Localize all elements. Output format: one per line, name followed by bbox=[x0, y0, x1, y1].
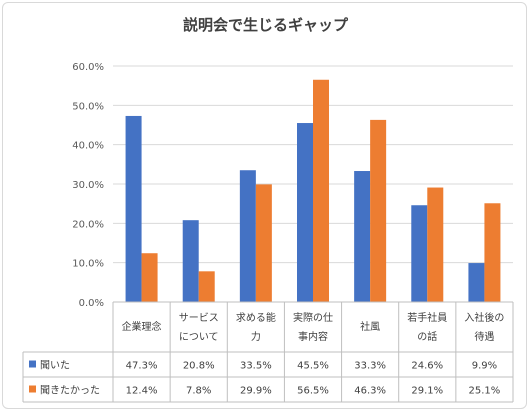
data-label: 29.9% bbox=[240, 386, 272, 397]
data-label: 9.9% bbox=[472, 361, 497, 372]
data-label: 47.3% bbox=[126, 361, 158, 372]
bar-heard bbox=[239, 170, 256, 302]
legend-label: 聞きたかった bbox=[40, 385, 100, 397]
category-label: 求める能力 bbox=[236, 311, 276, 343]
category-label-line: 入社後の bbox=[464, 311, 504, 324]
y-tick-label: 0.0% bbox=[79, 298, 104, 309]
bar-wanted bbox=[255, 184, 272, 302]
data-label: 24.6% bbox=[411, 361, 443, 372]
data-label: 45.5% bbox=[297, 361, 329, 372]
bar-heard bbox=[182, 220, 199, 302]
data-table: 企業理念サービスについて求める能力実際の仕事内容社風若手社員の話入社後の待遇聞い… bbox=[22, 301, 514, 403]
category-label: 若手社員の話 bbox=[407, 311, 447, 343]
category-label-line: 力 bbox=[251, 330, 261, 343]
bar-wanted bbox=[141, 253, 158, 302]
category-label: サービスについて bbox=[179, 312, 219, 343]
category-label-line: 求める能 bbox=[236, 311, 276, 324]
bar-wanted bbox=[484, 203, 501, 302]
category-label-line: 事内容 bbox=[298, 330, 328, 343]
data-label: 56.5% bbox=[297, 386, 329, 397]
y-tick-label: 30.0% bbox=[72, 180, 104, 191]
data-label: 33.5% bbox=[240, 361, 272, 372]
category-label-line: サービス bbox=[179, 312, 219, 324]
y-tick-label: 10.0% bbox=[72, 259, 104, 270]
bars bbox=[125, 79, 501, 303]
y-tick-label: 40.0% bbox=[72, 141, 104, 152]
y-tick-label: 50.0% bbox=[72, 101, 104, 112]
y-tick-label: 60.0% bbox=[72, 62, 104, 73]
bar-wanted bbox=[427, 187, 444, 302]
category-label-line: 若手社員 bbox=[407, 311, 447, 324]
bar-wanted bbox=[370, 119, 387, 303]
category-label-line: 実際の仕 bbox=[293, 311, 333, 324]
y-tick-label: 20.0% bbox=[72, 219, 104, 230]
data-label: 12.4% bbox=[126, 386, 158, 397]
legend-label: 聞いた bbox=[40, 360, 70, 372]
data-label: 46.3% bbox=[354, 386, 386, 397]
category-label-line: 待遇 bbox=[474, 330, 494, 343]
data-label: 20.8% bbox=[183, 361, 215, 372]
category-label-line: について bbox=[179, 331, 219, 343]
bar-heard bbox=[354, 171, 371, 302]
legend-key-heard bbox=[29, 360, 36, 368]
legend-key-wanted bbox=[29, 385, 36, 393]
data-label: 25.1% bbox=[469, 386, 501, 397]
bar-wanted bbox=[198, 271, 215, 302]
category-label: 実際の仕事内容 bbox=[293, 311, 333, 343]
bar-heard bbox=[125, 115, 142, 302]
category-label: 社風 bbox=[360, 320, 380, 333]
category-label-line: の話 bbox=[417, 330, 437, 343]
category-label: 企業理念 bbox=[122, 320, 162, 333]
data-label: 29.1% bbox=[411, 386, 443, 397]
data-label: 7.8% bbox=[186, 386, 211, 397]
category-label: 入社後の待遇 bbox=[464, 311, 504, 343]
chart-title: 説明会で生じるギャップ bbox=[182, 16, 348, 34]
data-label: 33.3% bbox=[354, 361, 386, 372]
y-axis-ticks: 0.0% 10.0% 20.0% 30.0% 40.0% 50.0% 60.0% bbox=[72, 62, 104, 309]
bar-heard bbox=[297, 123, 313, 303]
bar-wanted bbox=[313, 79, 329, 303]
category-label-line: 企業理念 bbox=[122, 320, 162, 333]
bar-heard bbox=[411, 205, 428, 302]
bar-heard bbox=[468, 263, 485, 302]
category-label-line: 社風 bbox=[360, 320, 380, 333]
